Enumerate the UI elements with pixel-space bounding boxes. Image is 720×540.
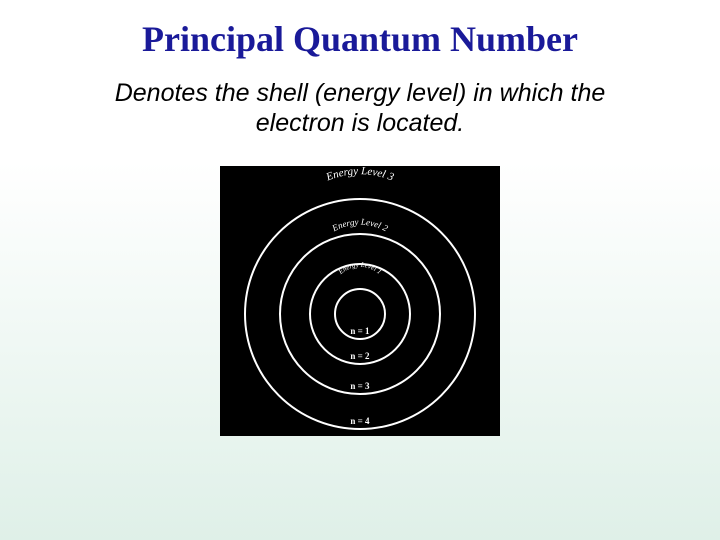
subtitle-line-1: Denotes the shell (energy level) in whic…: [115, 79, 606, 107]
energy-ring-bottom-label-1: n = 1: [350, 326, 370, 336]
energy-ring-bottom-label-4: n = 4: [350, 416, 370, 426]
slide-title: Principal Quantum Number: [0, 0, 720, 60]
energy-level-svg: Energy Level 1n = 1Energy Level 2n = 2En…: [220, 166, 500, 436]
slide: Principal Quantum Number Denotes the she…: [0, 0, 720, 540]
subtitle-line-2: electron is located.: [256, 109, 464, 137]
energy-ring-bottom-label-2: n = 2: [350, 351, 370, 361]
slide-subtitle: Denotes the shell (energy level) in whic…: [40, 78, 680, 138]
energy-ring-bottom-label-3: n = 3: [350, 381, 370, 391]
energy-level-diagram: Energy Level 1n = 1Energy Level 2n = 2En…: [220, 166, 500, 436]
